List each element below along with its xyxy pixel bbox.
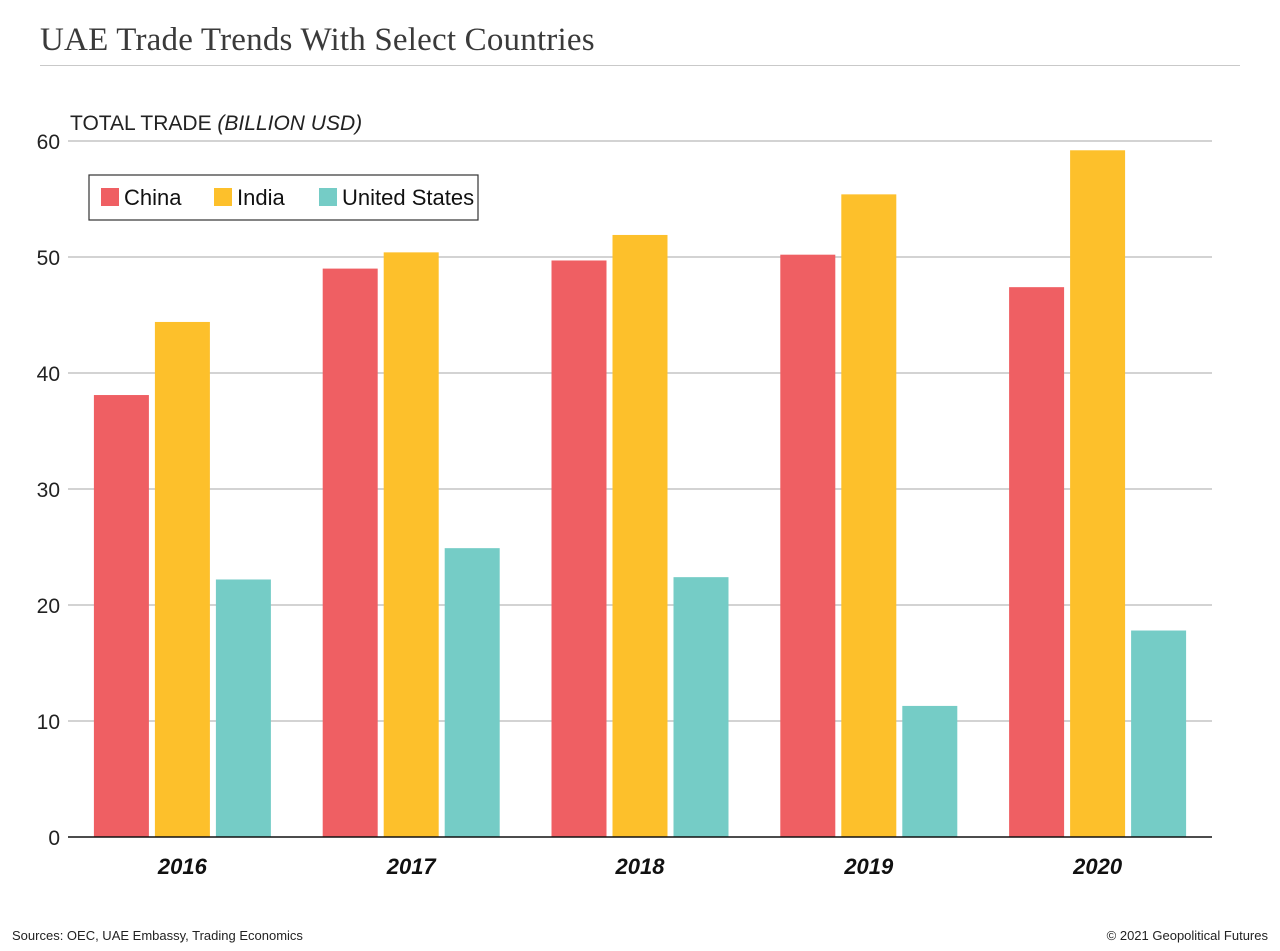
legend-label: United States — [342, 185, 474, 210]
x-tick-label: 2020 — [1072, 854, 1123, 879]
y-tick-label: 0 — [48, 827, 60, 850]
bar-china — [93, 395, 149, 837]
bar-united-states — [444, 548, 500, 837]
bar-india — [612, 234, 668, 837]
x-tick-label: 2016 — [157, 854, 208, 879]
legend-swatch — [214, 188, 232, 206]
y-tick-label: 50 — [37, 247, 60, 270]
bars — [93, 150, 1187, 838]
copyright-note: © 2021 Geopolitical Futures — [1106, 928, 1268, 943]
y-tick-label: 30 — [37, 479, 60, 502]
legend-swatch — [101, 188, 119, 206]
bar-india — [383, 252, 439, 838]
y-tick-label: 20 — [37, 595, 60, 618]
legend-label: India — [237, 185, 285, 210]
bar-china — [1009, 287, 1065, 837]
bar-india — [1070, 150, 1126, 837]
bar-united-states — [1131, 630, 1187, 837]
title-divider — [40, 65, 1240, 66]
bar-china — [322, 268, 378, 838]
bar-india — [154, 321, 210, 838]
chart-title: UAE Trade Trends With Select Countries — [40, 22, 595, 58]
x-tick-label: 2018 — [615, 854, 666, 879]
legend-label: China — [124, 185, 182, 210]
legend-box — [88, 174, 479, 221]
y-tick-label: 10 — [37, 711, 60, 734]
legend: China India United States — [88, 174, 479, 221]
x-tick-label: 2019 — [843, 854, 894, 879]
bar-united-states — [902, 705, 958, 837]
legend-swatch — [319, 188, 337, 206]
bar-china — [780, 254, 836, 837]
y-tick-label: 60 — [37, 131, 60, 154]
y-tick-label: 40 — [37, 363, 60, 386]
bar-united-states — [673, 577, 729, 837]
y-axis-title-main: TOTAL TRADE — [70, 112, 218, 135]
axes: 0 10 20 30 40 50 60 2016 2017 2018 2019 2020 — [37, 131, 1212, 879]
x-tick-label: 2017 — [386, 854, 438, 879]
bar-india — [841, 194, 897, 838]
bar-united-states — [215, 579, 271, 837]
source-note: Sources: OEC, UAE Embassy, Trading Econo… — [12, 928, 303, 943]
y-axis-title: TOTAL TRADE (BILLION USD) — [70, 112, 362, 136]
bar-china — [551, 260, 607, 838]
y-axis-title-unit: (BILLION USD) — [217, 112, 363, 135]
